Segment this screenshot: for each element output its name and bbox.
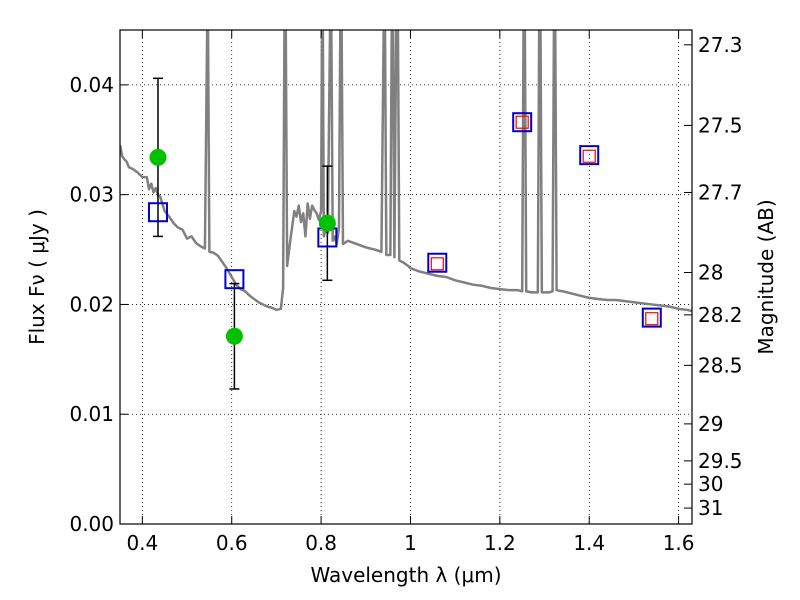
observed-point xyxy=(225,327,243,345)
right-tick-label: 27.7 xyxy=(698,180,743,204)
right-tick-label: 28 xyxy=(698,260,723,284)
right-tick-label: 29 xyxy=(698,412,723,436)
x-tick-label: 1.2 xyxy=(484,531,516,555)
y-tick-label: 0.04 xyxy=(69,73,114,97)
x-tick-label: 1.4 xyxy=(573,531,605,555)
upper-limit-square xyxy=(582,149,596,163)
right-tick-label: 29.5 xyxy=(698,449,743,473)
right-tick-label: 31 xyxy=(698,496,723,520)
right-tick-label: 27.3 xyxy=(698,33,743,57)
x-tick-label: 0.8 xyxy=(305,531,337,555)
y-tick-label: 0.02 xyxy=(69,292,114,316)
model-photometry-square xyxy=(579,145,600,166)
y-tick-label: 0.00 xyxy=(69,512,114,536)
markers xyxy=(147,112,662,345)
x-axis-label: Wavelength λ (μm) xyxy=(310,563,501,587)
observed-point xyxy=(149,148,167,166)
upper-limit-square xyxy=(645,312,659,326)
right-tick-label: 28.2 xyxy=(698,303,743,327)
y-tick-label: 0.03 xyxy=(69,183,114,207)
right-tick-label: 28.5 xyxy=(698,353,743,377)
model-photometry-square xyxy=(427,252,448,273)
right-tick-label: 27.5 xyxy=(698,113,743,137)
observed-point xyxy=(318,214,336,232)
x-tick-label: 0.4 xyxy=(126,531,158,555)
model-photometry-square xyxy=(147,202,168,223)
model-photometry-square xyxy=(224,269,245,290)
spectrum-layer xyxy=(120,30,692,313)
model-photometry-square xyxy=(641,307,662,328)
x-tick-label: 0.6 xyxy=(216,531,248,555)
model-spectrum-line xyxy=(120,30,692,313)
y-axis-label: Flux Fν ( μJy ) xyxy=(25,209,49,345)
right-tick-label: 30 xyxy=(698,472,723,496)
ticks: 0.4 0.6 0.8 1 1.2 1.4 1.6 0.00 0.01 0.02 0.03 0.04 2… xyxy=(69,30,743,555)
upper-limit-square xyxy=(430,257,444,271)
upper-limit-square xyxy=(515,115,529,129)
x-tick-label: 1.6 xyxy=(663,531,695,555)
y-axis-right-label: Magnitude (AB) xyxy=(754,199,778,354)
y-tick-label: 0.01 xyxy=(69,402,114,426)
plot-frame xyxy=(119,29,693,525)
x-tick-label: 1 xyxy=(404,531,417,555)
model-photometry-square xyxy=(512,112,533,133)
